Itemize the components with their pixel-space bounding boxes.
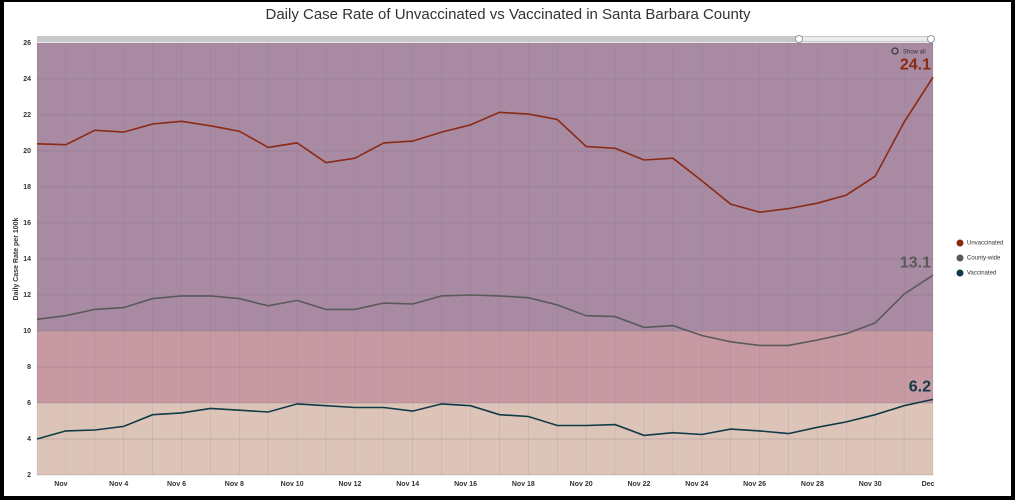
legend-marker [956,254,964,262]
x-tick-label: Nov 30 [859,481,882,488]
x-tick-label: Nov 4 [109,481,128,488]
y-axis-label: Daily Case Rate per 100k [13,217,20,300]
x-tick-label: Nov 16 [454,481,477,488]
zoom-label[interactable]: Show all [903,50,926,56]
legend-label: Vaccinated [967,271,996,277]
y-tick-label: 26 [23,40,31,47]
y-tick-label: 18 [23,184,31,191]
y-tick-label: 16 [23,220,31,227]
legend-marker [956,239,964,247]
x-tick-label: Nov 28 [801,481,824,488]
x-tick-label: Nov 18 [512,481,535,488]
series-line [36,274,934,347]
zoom-icon [891,47,899,55]
scrollbar[interactable] [37,36,933,42]
legend-marker [956,269,964,277]
end-label: 24.1 [900,56,931,73]
band [37,403,933,475]
y-tick-label: 22 [23,112,31,119]
series-line [36,398,934,440]
x-tick-label: Nov 24 [685,481,708,488]
band [37,331,933,403]
x-tick-label: Nov [54,481,67,488]
zoom-reset[interactable]: Show all [891,47,926,56]
scrollbar-gap [799,37,933,41]
series-line [36,76,934,214]
x-tick-label: Nov 10 [281,481,304,488]
legend-label: County-wide [967,256,1001,262]
plot [36,42,934,476]
scroll-handle[interactable] [795,35,803,43]
chart-title: Daily Case Rate of Unvaccinated vs Vacci… [266,6,751,23]
x-tick-label: Dec [922,481,935,488]
legend-label: Unvaccinated [967,241,1003,247]
y-tick-label: 14 [23,256,31,263]
end-label: 13.1 [900,254,931,271]
x-tick-label: Nov 6 [167,481,186,488]
x-tick-label: Nov 12 [338,481,361,488]
y-tick-label: 20 [23,148,31,155]
y-tick-label: 10 [23,328,31,335]
y-tick-label: 8 [27,364,31,371]
x-tick-label: Nov 20 [570,481,593,488]
x-tick-label: Nov 22 [627,481,650,488]
x-tick-label: Nov 8 [225,481,244,488]
end-label: 6.2 [909,379,931,396]
x-tick-label: Nov 14 [396,481,419,488]
y-tick-label: 2 [27,472,31,479]
scroll-handle[interactable] [927,35,935,43]
y-tick-label: 12 [23,292,31,299]
y-tick-label: 6 [27,400,31,407]
x-tick-label: Nov 26 [743,481,766,488]
y-tick-label: 4 [27,436,31,443]
y-tick-label: 24 [23,76,31,83]
band [37,43,933,331]
